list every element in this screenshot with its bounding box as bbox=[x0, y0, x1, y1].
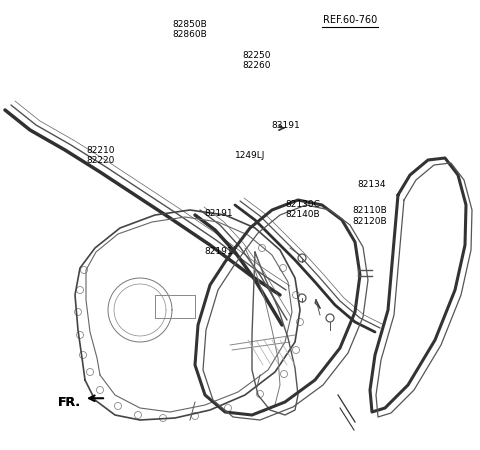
Text: 82850B
82860B: 82850B 82860B bbox=[172, 19, 207, 39]
Text: 82130C
82140B: 82130C 82140B bbox=[286, 199, 321, 219]
Text: REF.60-760: REF.60-760 bbox=[323, 15, 378, 25]
Text: 82110B
82120B: 82110B 82120B bbox=[352, 206, 387, 226]
Text: 83191: 83191 bbox=[271, 122, 300, 130]
Text: 1249LJ: 1249LJ bbox=[235, 151, 265, 160]
Text: 82191: 82191 bbox=[204, 248, 233, 256]
Text: FR.: FR. bbox=[58, 396, 81, 409]
Text: 82191: 82191 bbox=[204, 209, 233, 218]
Text: FR.: FR. bbox=[58, 396, 81, 409]
Text: 82210
82220: 82210 82220 bbox=[86, 145, 115, 165]
Text: 82250
82260: 82250 82260 bbox=[242, 51, 271, 71]
Text: 82134: 82134 bbox=[358, 180, 386, 189]
